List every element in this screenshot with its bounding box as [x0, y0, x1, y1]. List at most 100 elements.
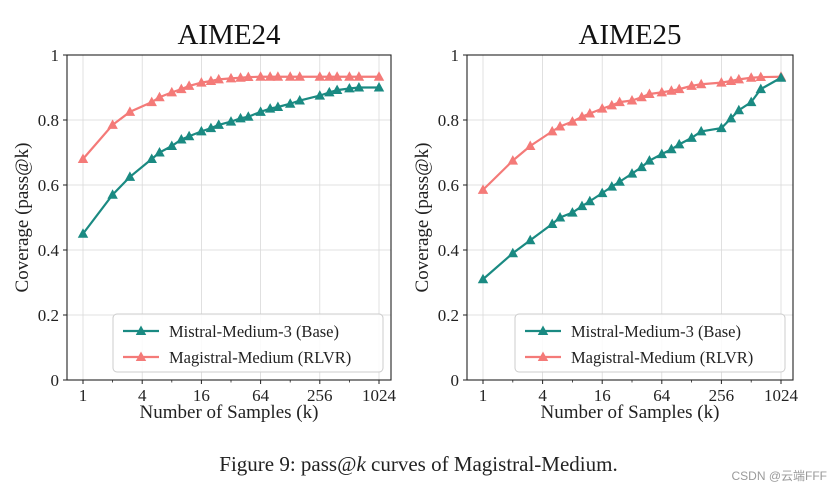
- data-point: [124, 171, 136, 181]
- data-point: [213, 119, 224, 129]
- y-tick-label: 1: [51, 46, 60, 65]
- x-tick-label: 1024: [764, 386, 799, 405]
- data-point: [725, 112, 737, 123]
- data-point: [314, 71, 326, 81]
- data-point: [294, 71, 305, 81]
- data-point: [146, 96, 157, 107]
- data-point: [745, 96, 757, 107]
- data-point: [373, 71, 385, 81]
- legend-marker: [135, 325, 147, 335]
- figure-caption: Figure 9: pass@k curves of Magistral-Med…: [0, 452, 837, 477]
- data-point: [166, 140, 178, 150]
- data-point: [606, 181, 618, 191]
- data-point: [272, 71, 284, 81]
- data-point: [626, 168, 638, 178]
- data-point: [686, 80, 697, 90]
- legend: Mistral-Medium-3 (Base) Magistral-Medium …: [514, 313, 786, 373]
- data-point: [331, 84, 343, 95]
- x-tick-label: 256: [307, 386, 333, 405]
- series-magistral-medium-rlvr: [477, 71, 787, 194]
- data-point: [264, 103, 276, 113]
- data-point: [243, 111, 254, 121]
- data-point: [77, 228, 89, 238]
- data-point: [225, 72, 237, 83]
- data-point: [745, 72, 757, 82]
- data-point: [733, 73, 745, 84]
- plot-frame: [466, 54, 794, 381]
- data-point: [567, 116, 578, 126]
- data-point: [154, 147, 165, 157]
- data-point: [255, 71, 266, 81]
- data-point: [546, 125, 558, 136]
- caption-prefix: Figure 9: pass@: [219, 452, 357, 476]
- x-tick-label: 1024: [362, 386, 397, 405]
- data-point: [554, 212, 566, 222]
- x-tick-label: 4: [538, 386, 547, 405]
- legend-label: Mistral-Medium-3 (Base): [169, 322, 339, 341]
- data-point: [656, 86, 668, 97]
- data-point: [716, 77, 727, 87]
- data-point: [525, 140, 536, 150]
- data-point: [614, 176, 625, 186]
- data-point: [324, 71, 335, 81]
- data-point: [344, 82, 355, 93]
- y-tick-label: 0.4: [38, 241, 60, 260]
- data-point: [626, 95, 638, 105]
- data-point: [656, 148, 668, 159]
- data-point: [124, 106, 136, 116]
- caption-variable: k: [356, 452, 366, 476]
- series-mistral-medium-3-base: [77, 82, 385, 238]
- y-tick-label: 0: [451, 371, 460, 390]
- y-tick-label: 0.4: [438, 241, 460, 260]
- data-point: [284, 98, 296, 108]
- chart-title: AIME24: [177, 19, 281, 51]
- chart-aime25: 0 0.2 0.4 0.6 0.8 1 1 4 16 64 256 1024 AIME25 Number …: [412, 19, 799, 423]
- series-mistral-medium-3-base: [477, 72, 787, 284]
- data-point: [77, 153, 89, 163]
- chart-title: AIME25: [578, 19, 681, 51]
- legend-box: [112, 313, 384, 373]
- data-point: [314, 90, 326, 100]
- data-point: [183, 130, 195, 141]
- legend-marker: [135, 351, 147, 361]
- data-point: [584, 195, 596, 206]
- data-point: [353, 71, 365, 81]
- data-point: [614, 96, 625, 107]
- series-magistral-medium-rlvr: [77, 71, 385, 163]
- y-tick-label: 0.6: [38, 176, 59, 195]
- data-point: [695, 125, 707, 136]
- data-point: [294, 95, 305, 105]
- data-point: [264, 71, 276, 81]
- x-tick-label: 1: [79, 386, 88, 405]
- data-point: [196, 77, 207, 87]
- legend-box: [514, 313, 786, 373]
- data-point: [183, 80, 195, 90]
- data-point: [606, 99, 618, 110]
- data-point: [507, 155, 519, 165]
- watermark: CSDN @云端FFF: [731, 469, 827, 483]
- y-axis-label: Coverage (pass@k): [412, 143, 433, 293]
- y-tick-label: 0.2: [38, 306, 59, 325]
- data-point: [213, 73, 224, 84]
- data-point: [576, 200, 588, 211]
- y-tick-label: 0.8: [38, 111, 59, 130]
- x-tick-label: 1: [479, 386, 488, 405]
- x-tick-label: 64: [653, 386, 671, 405]
- data-point: [255, 106, 266, 116]
- data-point: [636, 91, 647, 102]
- data-point: [636, 161, 647, 172]
- data-point: [554, 121, 566, 131]
- data-point: [666, 85, 677, 95]
- data-point: [154, 91, 165, 102]
- data-point: [695, 78, 707, 89]
- caption-suffix: curves of Magistral-Medium.: [365, 452, 618, 476]
- data-point: [235, 112, 246, 123]
- data-point: [584, 108, 596, 118]
- y-tick-label: 0: [51, 371, 60, 390]
- x-tick-label: 256: [709, 386, 735, 405]
- data-point: [666, 143, 677, 154]
- y-tick-label: 0.2: [438, 306, 459, 325]
- x-tick-label: 64: [252, 386, 270, 405]
- x-axis-label: Number of Samples (k): [140, 402, 319, 423]
